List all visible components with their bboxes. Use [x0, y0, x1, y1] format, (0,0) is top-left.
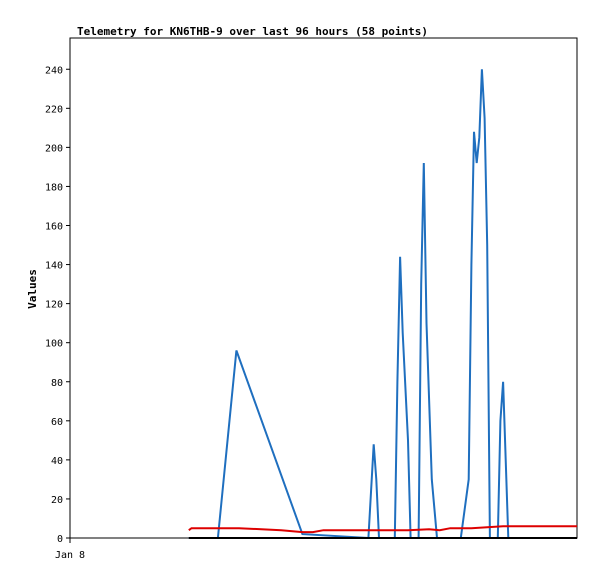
y-tick-label: 40 — [51, 456, 63, 467]
y-axis-label: Values — [26, 269, 39, 309]
y-tick-label: 80 — [51, 378, 63, 389]
series-layer — [188, 69, 577, 540]
y-tick-label: 60 — [51, 417, 63, 428]
y-tick-label: 140 — [45, 261, 63, 272]
y-tick-label: 0 — [57, 534, 63, 545]
y-tick-label: 240 — [45, 65, 63, 76]
y-tick-label: 20 — [51, 495, 63, 506]
plot-frame — [69, 37, 578, 539]
y-axis: 0 20 40 60 80 100 120 140 160 180 200 220 240 — [45, 65, 70, 545]
y-tick-label: 160 — [45, 222, 63, 233]
y-tick-label: 200 — [45, 143, 63, 154]
x-tick-label: Jan 8 — [55, 550, 85, 561]
chart-title: Telemetry for KN6THB-9 over last 96 hour… — [77, 25, 428, 38]
y-tick-label: 120 — [45, 300, 63, 311]
y-tick-label: 180 — [45, 182, 63, 193]
y-tick-label: 100 — [45, 339, 63, 350]
x-axis: Jan 8 — [55, 538, 85, 561]
series-line-1 — [188, 525, 577, 534]
series-line-0 — [188, 69, 510, 540]
y-tick-label: 220 — [45, 104, 63, 115]
